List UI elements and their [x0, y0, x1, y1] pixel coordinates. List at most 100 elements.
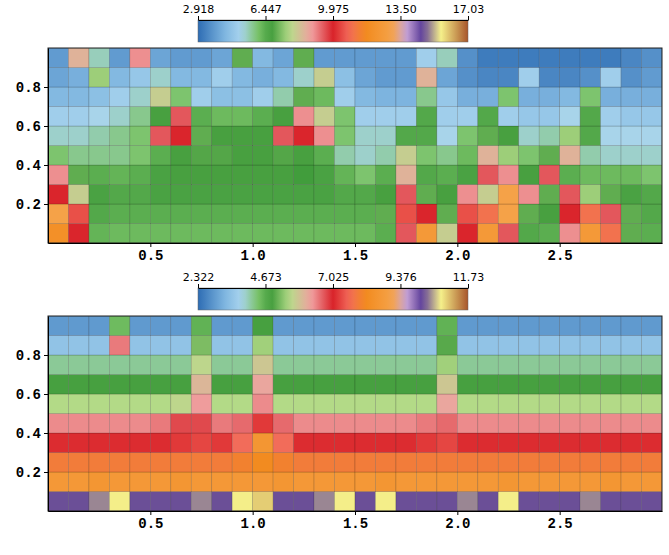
- cell: [621, 453, 641, 473]
- cell: [539, 355, 559, 375]
- cell: [621, 224, 641, 244]
- cell: [314, 68, 334, 88]
- cell: [580, 185, 600, 205]
- cell: [232, 492, 252, 512]
- cell: [355, 204, 375, 224]
- cell: [232, 472, 252, 492]
- cell: [171, 433, 191, 453]
- cell: [48, 165, 68, 185]
- cell: [375, 185, 395, 205]
- cell: [109, 375, 129, 395]
- cell: [68, 336, 88, 356]
- cell: [498, 204, 518, 224]
- cell: [539, 126, 559, 146]
- cell: [212, 204, 232, 224]
- cell: [437, 336, 457, 356]
- cell: [212, 492, 232, 512]
- cell: [478, 224, 498, 244]
- cell: [212, 68, 232, 88]
- cell: [437, 87, 457, 107]
- cell: [130, 355, 150, 375]
- cell: [48, 355, 68, 375]
- y-axis-tick-label: 0.4: [16, 158, 41, 174]
- cell: [355, 165, 375, 185]
- cell: [335, 375, 355, 395]
- cell: [150, 48, 170, 68]
- cell: [478, 48, 498, 68]
- colorbar-axis: 2.9186.4479.97513.5017.03: [183, 3, 485, 21]
- cell: [294, 87, 314, 107]
- cell: [335, 453, 355, 473]
- cell: [519, 453, 539, 473]
- cell: [457, 472, 477, 492]
- cell: [519, 146, 539, 166]
- cell: [519, 492, 539, 512]
- cell: [191, 87, 211, 107]
- cell: [539, 433, 559, 453]
- cell: [191, 472, 211, 492]
- y-axis-tick-mark: [44, 433, 48, 434]
- cell: [560, 472, 580, 492]
- cell: [294, 492, 314, 512]
- cell: [314, 107, 334, 127]
- cell: [621, 472, 641, 492]
- y-axis-tick: 0.2: [16, 465, 48, 481]
- cell: [150, 355, 170, 375]
- cell: [642, 224, 662, 244]
- cell: [314, 414, 334, 434]
- x-axis-tick-mark: [457, 243, 458, 247]
- cell: [457, 453, 477, 473]
- cell: [273, 107, 293, 127]
- cell: [212, 414, 232, 434]
- cell: [560, 355, 580, 375]
- cell: [294, 394, 314, 414]
- cell: [580, 126, 600, 146]
- colorbar-axis: 2.3224.6737.0259.37611.73: [183, 271, 485, 289]
- cell: [539, 414, 559, 434]
- colorbar-axis-tick-mark: [266, 16, 267, 20]
- cell: [498, 394, 518, 414]
- cell: [396, 165, 416, 185]
- cell: [212, 107, 232, 127]
- cell: [212, 336, 232, 356]
- cell: [437, 355, 457, 375]
- cell: [580, 316, 600, 336]
- cell: [396, 48, 416, 68]
- cell: [314, 375, 334, 395]
- cell: [539, 204, 559, 224]
- cell: [621, 336, 641, 356]
- cell: [109, 336, 129, 356]
- cell: [89, 68, 109, 88]
- cell: [109, 146, 129, 166]
- x-axis-tick-mark: [150, 243, 151, 247]
- cell: [519, 48, 539, 68]
- cell: [48, 146, 68, 166]
- cell: [478, 146, 498, 166]
- cell: [560, 68, 580, 88]
- cell: [150, 165, 170, 185]
- cell: [601, 316, 621, 336]
- y-axis: 0.20.40.60.8: [16, 317, 49, 512]
- cell: [253, 126, 273, 146]
- cell: [68, 48, 88, 68]
- cell: [191, 316, 211, 336]
- cell: [498, 453, 518, 473]
- cell: [130, 433, 150, 453]
- cell: [335, 492, 355, 512]
- cell: [150, 224, 170, 244]
- cell: [130, 185, 150, 205]
- cell: [642, 336, 662, 356]
- cell: [335, 355, 355, 375]
- cell: [253, 87, 273, 107]
- cells: [48, 316, 662, 511]
- cell: [560, 126, 580, 146]
- cell: [478, 204, 498, 224]
- cell: [580, 472, 600, 492]
- plot-frame: [48, 316, 662, 511]
- y-axis-tick-mark: [44, 204, 48, 205]
- cell: [171, 165, 191, 185]
- cell: [416, 472, 436, 492]
- cell: [171, 68, 191, 88]
- cell: [109, 107, 129, 127]
- x-axis-tick: 0.5: [138, 511, 163, 532]
